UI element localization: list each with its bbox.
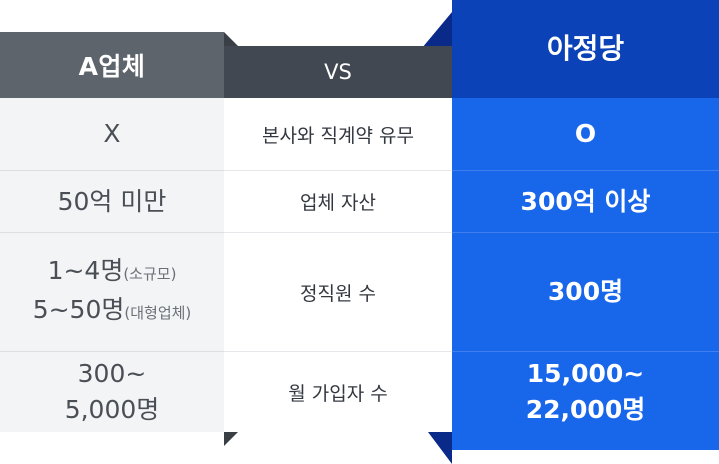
ours-contract-value: O [574, 119, 597, 148]
criteria-contract-label: 본사와 직계약 유무 [262, 124, 414, 147]
competitor-staff-large-value: 5~50명 [32, 295, 125, 324]
competitor-contract-value: X [103, 119, 121, 148]
ribbon-fold-right-bottom [428, 432, 452, 464]
ours-row-staff: 300명 [452, 233, 719, 352]
ours-column: 아정당 O 300억 이상 300명 15,000~ 22,000명 [452, 0, 719, 450]
competitor-staff-small-value: 1~4명 [47, 256, 124, 285]
competitor-row-contract: X [0, 98, 224, 171]
competitor-row-staff: 1~4명(소규모) 5~50명(대형업체) [0, 233, 224, 352]
ours-row-contract: O [452, 98, 719, 171]
ours-row-subscribers: 15,000~ 22,000명 [452, 352, 719, 432]
criteria-row-contract: 본사와 직계약 유무 [224, 98, 452, 171]
competitor-staff-large-note: (대형업체) [124, 304, 192, 322]
competitor-assets-value: 50억 미만 [57, 186, 167, 216]
competitor-staff-line-small: 1~4명(소규모) [48, 253, 177, 292]
vs-header: VS [224, 46, 452, 98]
criteria-subscribers-label: 월 가입자 수 [288, 382, 388, 405]
ours-staff-value: 300명 [547, 277, 624, 306]
competitor-header: A업체 [0, 32, 224, 98]
ours-row-assets: 300억 이상 [452, 171, 719, 233]
criteria-assets-label: 업체 자산 [300, 192, 376, 214]
competitor-column: A업체 X 50억 미만 1~4명(소규모) 5~50명(대형업체) 300~ … [0, 32, 224, 432]
competitor-row-assets: 50억 미만 [0, 171, 224, 233]
ribbon-fold-left-top [224, 32, 238, 46]
ours-subscribers-line2: 22,000명 [525, 395, 646, 424]
ours-assets-value: 300억 이상 [520, 186, 651, 216]
criteria-row-assets: 업체 자산 [224, 171, 452, 233]
competitor-subscribers-line1: 300~ [77, 359, 147, 388]
competitor-row-subscribers: 300~ 5,000명 [0, 352, 224, 432]
criteria-staff-label: 정직원 수 [300, 282, 376, 305]
criteria-column: VS 본사와 직계약 유무 업체 자산 정직원 수 월 가입자 수 [224, 46, 452, 432]
criteria-row-staff: 정직원 수 [224, 233, 452, 352]
competitor-subscribers-line2: 5,000명 [64, 395, 160, 424]
ribbon-fold-right-top [422, 12, 452, 48]
competitor-staff-small-note: (소규모) [123, 265, 177, 283]
competitor-staff-line-large: 5~50명(대형업체) [33, 292, 192, 331]
criteria-row-subscribers: 월 가입자 수 [224, 352, 452, 432]
ribbon-fold-left-bottom [224, 432, 238, 446]
ours-header: 아정당 [452, 0, 719, 98]
ours-subscribers-line1: 15,000~ [526, 359, 645, 388]
